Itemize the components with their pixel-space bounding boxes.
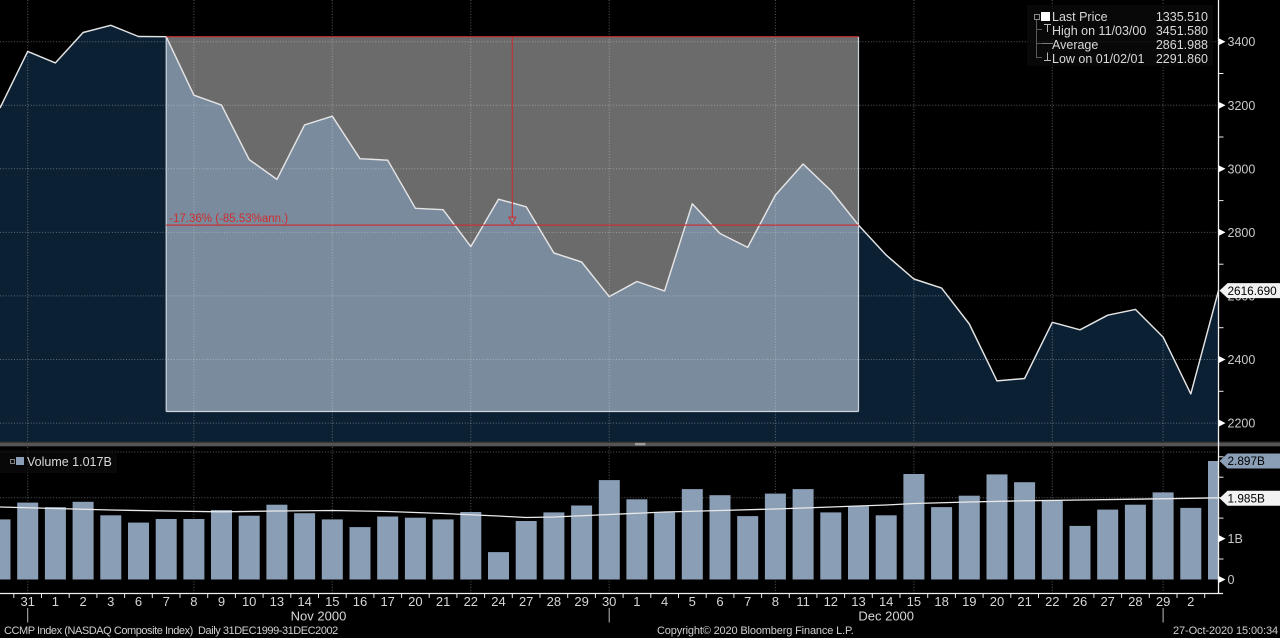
svg-text:6: 6 bbox=[135, 594, 142, 609]
svg-text:7: 7 bbox=[744, 594, 751, 609]
svg-text:12: 12 bbox=[824, 594, 838, 609]
svg-text:4: 4 bbox=[661, 594, 668, 609]
svg-text:8: 8 bbox=[190, 594, 197, 609]
svg-text:2616.690: 2616.690 bbox=[1228, 284, 1278, 298]
svg-text:11: 11 bbox=[796, 594, 810, 609]
svg-text:13: 13 bbox=[851, 594, 865, 609]
svg-text:20: 20 bbox=[408, 594, 422, 609]
svg-text:14: 14 bbox=[879, 594, 893, 609]
svg-text:21: 21 bbox=[436, 594, 450, 609]
svg-text:21: 21 bbox=[1017, 594, 1031, 609]
svg-text:18: 18 bbox=[934, 594, 948, 609]
svg-text:2800: 2800 bbox=[1228, 226, 1256, 240]
svg-text:3: 3 bbox=[107, 594, 114, 609]
svg-text:15: 15 bbox=[907, 594, 921, 609]
svg-text:27: 27 bbox=[519, 594, 533, 609]
svg-text:2400: 2400 bbox=[1228, 353, 1256, 367]
svg-text:7: 7 bbox=[163, 594, 170, 609]
svg-text:26: 26 bbox=[1073, 594, 1087, 609]
svg-text:3200: 3200 bbox=[1228, 99, 1256, 113]
svg-text:19: 19 bbox=[962, 594, 976, 609]
svg-text:1: 1 bbox=[633, 594, 640, 609]
svg-text:Dec 2000: Dec 2000 bbox=[858, 609, 914, 624]
svg-text:14: 14 bbox=[297, 594, 311, 609]
svg-text:15: 15 bbox=[325, 594, 339, 609]
svg-text:13: 13 bbox=[270, 594, 284, 609]
svg-text:28: 28 bbox=[547, 594, 561, 609]
svg-text:-17.36% (-85.53%ann.): -17.36% (-85.53%ann.) bbox=[169, 213, 288, 225]
svg-text:16: 16 bbox=[353, 594, 367, 609]
svg-text:3000: 3000 bbox=[1228, 162, 1256, 176]
svg-text:29: 29 bbox=[1156, 594, 1170, 609]
svg-text:6: 6 bbox=[716, 594, 723, 609]
svg-text:1.985B: 1.985B bbox=[1228, 492, 1266, 506]
svg-text:1: 1 bbox=[52, 594, 59, 609]
svg-text:2: 2 bbox=[79, 594, 86, 609]
svg-text:31: 31 bbox=[20, 594, 34, 609]
svg-text:9: 9 bbox=[218, 594, 225, 609]
svg-text:2: 2 bbox=[1187, 594, 1194, 609]
svg-text:27: 27 bbox=[1100, 594, 1114, 609]
svg-text:24: 24 bbox=[491, 594, 505, 609]
svg-text:Nov 2000: Nov 2000 bbox=[291, 609, 347, 624]
svg-text:22: 22 bbox=[1045, 594, 1059, 609]
svg-text:29: 29 bbox=[574, 594, 588, 609]
svg-text:1B: 1B bbox=[1228, 532, 1243, 546]
svg-text:2200: 2200 bbox=[1228, 417, 1256, 431]
svg-text:22: 22 bbox=[464, 594, 478, 609]
svg-text:2.897B: 2.897B bbox=[1228, 454, 1266, 468]
svg-text:5: 5 bbox=[689, 594, 696, 609]
svg-text:28: 28 bbox=[1128, 594, 1142, 609]
svg-text:3400: 3400 bbox=[1228, 35, 1256, 49]
svg-text:20: 20 bbox=[990, 594, 1004, 609]
svg-text:30: 30 bbox=[602, 594, 616, 609]
svg-text:10: 10 bbox=[242, 594, 256, 609]
svg-text:0: 0 bbox=[1228, 573, 1235, 587]
svg-text:17: 17 bbox=[380, 594, 394, 609]
svg-text:8: 8 bbox=[772, 594, 779, 609]
